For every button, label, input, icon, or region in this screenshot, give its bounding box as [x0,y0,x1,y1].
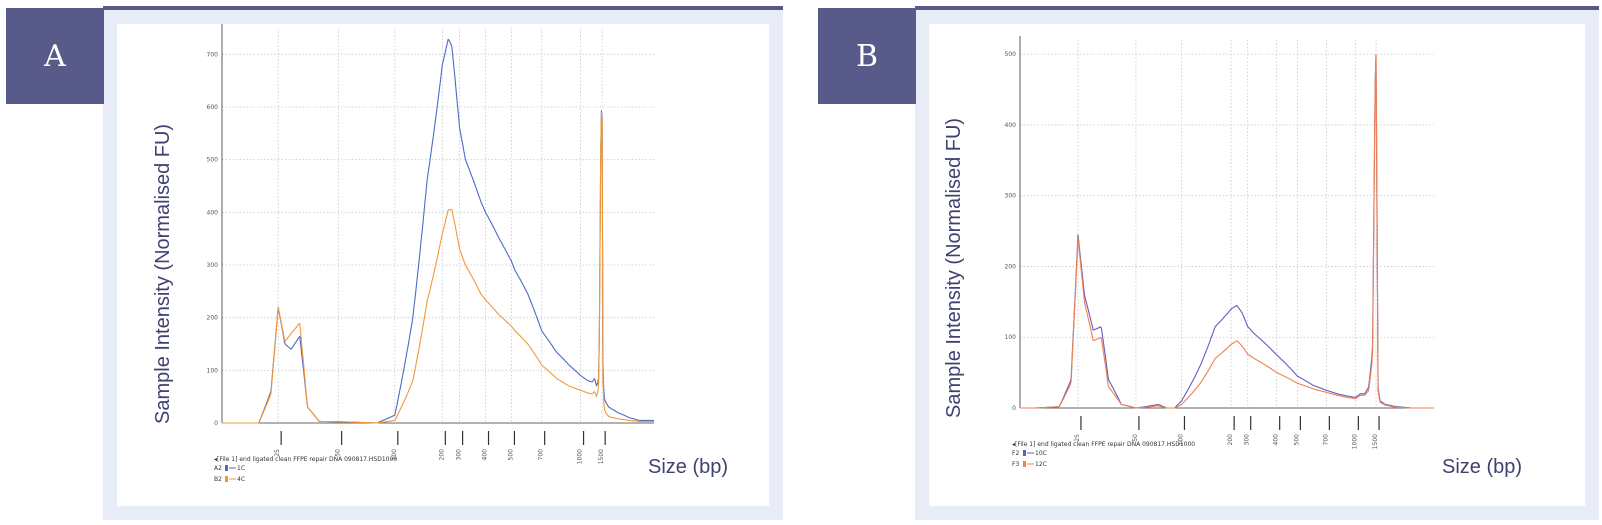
panel-a-legend-sample: 1C [237,465,245,472]
panel-b-ytick-label: 300 [1005,193,1017,200]
panel-a-file-caption: ◂[File 1] end ligated clean FFPE repair … [214,456,397,463]
panel-b-legend-well: F3 [1012,461,1019,468]
panel-b-badge: B [818,8,916,104]
panel-b-series-12C [1020,54,1434,409]
panel-b [915,6,1599,520]
panel-a-legend-well: B2 [214,476,222,483]
panel-a-ytick-label: 100 [207,367,219,374]
panel-b-legend-well: F2 [1012,450,1019,457]
panel-a-series-1C [222,38,654,424]
panel-a-xtick-label: 1500 [598,449,605,464]
panel-b-file-caption: ◂[File 1] end ligated clean FFPE repair … [1012,441,1195,448]
panel-b-legend-swatch [1023,461,1026,467]
panel-a-ytick-label: 600 [207,104,219,111]
panel-a-xtick-label: 200 [438,449,445,461]
panel-b-xtick-label: 50 [1132,434,1139,442]
panel-b-legend-sample: 12C [1035,461,1047,468]
panel-b-xtick-label: 500 [1293,434,1300,446]
panel-b-ytick-label: 400 [1005,122,1017,129]
panel-a-xtick-label: 50 [335,449,342,457]
panel-a-legend-swatch [225,476,228,482]
panel-a-xlabel: Size (bp) [648,456,729,478]
panel-a-ytick-label: 200 [207,315,219,322]
panel-a-xtick-label: 25 [274,449,281,457]
panel-b-ytick-label: 100 [1005,334,1017,341]
panel-b-series-10C [1020,54,1434,409]
panel-b-xtick-label: 100 [1177,434,1184,446]
panel-b-xlabel: Size (bp) [1442,456,1523,478]
panel-b-xtick-label: 400 [1273,434,1280,446]
panel-b-xtick-label: 25 [1074,434,1081,442]
panel-a-xtick-label: 700 [538,449,545,461]
panel-a-xtick-label: 300 [456,449,463,461]
panel-b-xtick-label: 200 [1227,434,1234,446]
panel-a-ytick-label: 0 [214,420,218,427]
panel-a-ytick-label: 500 [207,157,219,164]
panel-b-ytick-label: 500 [1005,51,1017,58]
panel-a-ytick-label: 400 [207,209,219,216]
panel-a-ytick-label: 700 [207,51,219,58]
panel-a-legend-well: A2 [214,465,222,472]
panel-a-xtick-label: 1000 [577,449,584,464]
panel-b-legend-swatch [1023,450,1026,456]
panel-b-xtick-label: 700 [1322,434,1329,446]
panel-b-xtick-label: 1500 [1372,434,1379,449]
panel-a-xtick-label: 100 [391,449,398,461]
panel-a-legend-swatch [225,465,228,471]
panel-b-xtick-label: 1000 [1351,434,1358,449]
panel-b-plot-area [929,24,1585,506]
panel-a-xtick-label: 400 [482,449,489,461]
panel-a-badge: A [6,8,104,104]
panel-a-ytick-label: 300 [207,262,219,269]
panel-b-ytick-label: 200 [1005,263,1017,270]
panel-a-legend-sample: 4C [237,476,245,483]
panel-b-xtick-label: 300 [1244,434,1251,446]
panel-b-ytick-label: 0 [1012,405,1016,412]
panel-b-legend-sample: 10C [1035,450,1047,457]
panel-a [103,6,783,520]
panel-a-xtick-label: 500 [507,449,514,461]
panel-a-series-4C [222,112,654,424]
